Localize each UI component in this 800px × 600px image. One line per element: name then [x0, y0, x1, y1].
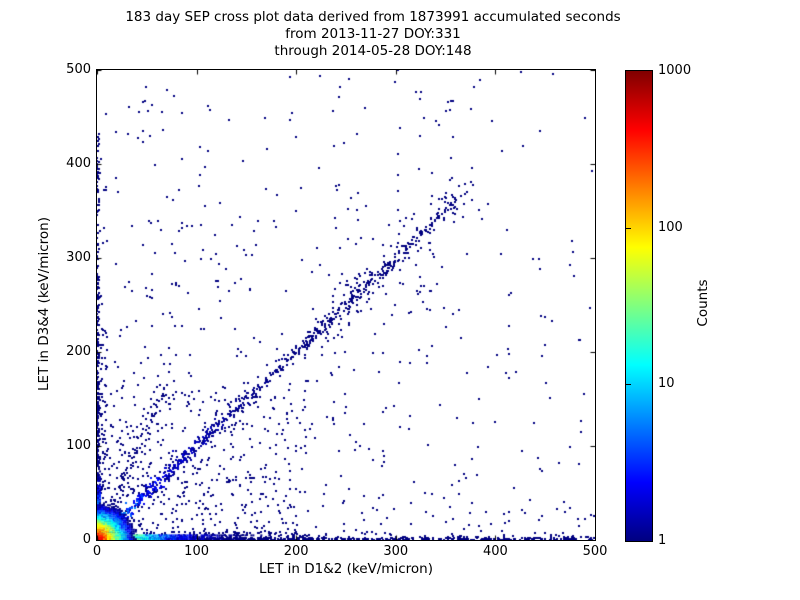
y-tick-label: 200 — [66, 344, 91, 359]
x-tick-label: 400 — [482, 544, 508, 559]
colorbar-tick-mark — [626, 384, 631, 385]
colorbar-tick-label: 100 — [658, 219, 683, 235]
colorbar-tick-label: 10 — [658, 376, 675, 392]
title-line-2: from 2013-11-27 DOY:331 — [285, 26, 461, 42]
title-line-1: 183 day SEP cross plot data derived from… — [125, 9, 621, 25]
y-tick-label: 400 — [66, 156, 91, 171]
scatter-canvas — [97, 70, 595, 540]
y-tick-label: 300 — [66, 250, 91, 265]
x-tick-label: 200 — [283, 544, 309, 559]
y-tick-label: 0 — [82, 532, 91, 547]
colorbar-label: Counts — [695, 279, 711, 327]
colorbar — [625, 70, 653, 542]
y-axis-label: LET in D3&4 (keV/micron) — [36, 217, 52, 391]
title-line-3: through 2014-05-28 DOY:148 — [274, 43, 472, 59]
x-tick-label: 0 — [92, 544, 102, 559]
x-tick-label: 500 — [582, 544, 608, 559]
x-tick-label: 100 — [184, 544, 209, 559]
colorbar-tick-label: 1000 — [658, 63, 692, 78]
y-tick-label: 500 — [66, 62, 91, 77]
colorbar-tick-label: 1 — [658, 533, 667, 548]
x-axis-label: LET in D1&2 (keV/micron) — [259, 561, 433, 577]
chart-title: 183 day SEP cross plot data derived from… — [95, 9, 651, 60]
y-tick-label: 100 — [66, 438, 91, 453]
x-tick-label: 300 — [383, 544, 409, 559]
plot-area — [96, 69, 596, 541]
colorbar-tick-mark — [626, 228, 631, 229]
